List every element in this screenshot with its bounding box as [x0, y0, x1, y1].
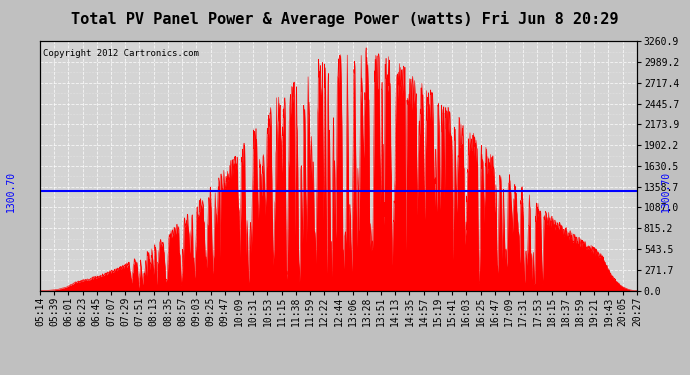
Text: 1300.70: 1300.70 [661, 171, 671, 212]
Text: Copyright 2012 Cartronics.com: Copyright 2012 Cartronics.com [43, 49, 199, 58]
Text: Total PV Panel Power & Average Power (watts) Fri Jun 8 20:29: Total PV Panel Power & Average Power (wa… [71, 11, 619, 27]
Text: 1300.70: 1300.70 [6, 171, 15, 212]
